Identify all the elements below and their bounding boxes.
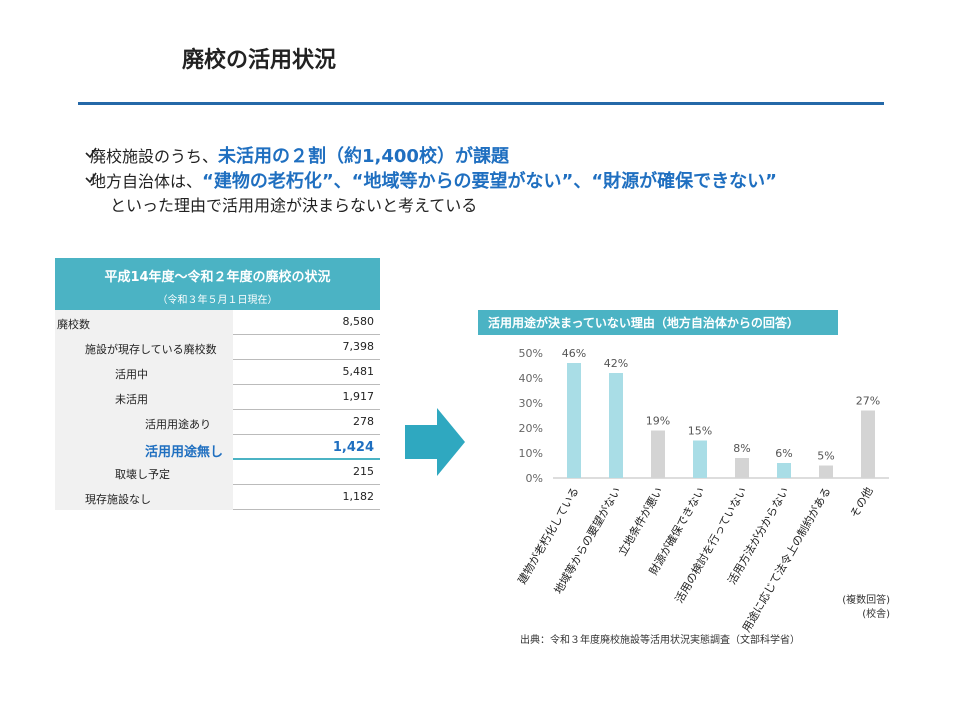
table-title: 平成14年度～令和２年度の廃校の状況 (104, 270, 331, 285)
row-label: 活用中 (115, 368, 148, 381)
chart-title: 活用用途が決まっていない理由（地方自治体からの回答） (488, 315, 799, 330)
bullet-continuation: といった理由で活用用途が決まらないと考えている (110, 196, 478, 215)
table-subtitle: （令和３年５月１日現在） (157, 295, 278, 306)
row-bg (55, 410, 233, 435)
bar (651, 430, 665, 478)
table-row: 活用用途あり 278 (55, 410, 380, 435)
row-value: 215 (353, 465, 374, 478)
x-tick-label: 用途に応じて法令上の制約がある (739, 485, 834, 635)
row-bg (55, 460, 233, 485)
row-value: 1,182 (342, 490, 375, 503)
check-icon (85, 147, 97, 159)
row-bg (55, 485, 233, 510)
table-row: 廃校数 8,580 (55, 310, 380, 335)
row-line (233, 484, 380, 485)
x-tick-label: 立地条件が悪い (615, 485, 666, 559)
y-tick-label: 10% (519, 447, 543, 460)
row-label: 活用用途無し (145, 445, 224, 460)
row-bg (55, 435, 233, 460)
value-label: 5% (817, 450, 834, 463)
table-row: 活用中 5,481 (55, 360, 380, 385)
check-icon (85, 172, 97, 184)
bar (777, 463, 791, 478)
arrow (405, 408, 465, 476)
row-label: 未活用 (115, 393, 148, 406)
row-value: 1,424 (332, 440, 374, 455)
title-rule (78, 102, 884, 105)
bar (819, 465, 833, 478)
row-line (233, 509, 380, 510)
value-label: 8% (733, 442, 750, 455)
row-bg (55, 360, 233, 385)
value-label: 27% (856, 395, 880, 408)
row-line (233, 359, 380, 360)
table-row: 取壊し予定 215 (55, 460, 380, 485)
value-label: 15% (688, 425, 712, 438)
row-bg (55, 335, 233, 360)
table-row: 現存施設なし 1,182 (55, 485, 380, 510)
slide-title: 廃校の活用状況 (182, 48, 337, 73)
row-label: 施設が現存している廃校数 (85, 343, 217, 356)
chart-note: (校舎) (862, 607, 890, 620)
row-line (233, 434, 380, 435)
row-line (233, 334, 380, 335)
row-value: 1,917 (342, 390, 375, 403)
row-line (233, 409, 380, 410)
y-tick-label: 0% (526, 472, 543, 485)
value-label: 19% (646, 415, 670, 428)
bar (609, 373, 623, 478)
bullet-highlight: “建物の老朽化”、“地域等からの要望がない”、“財源が確保できない” (202, 171, 777, 192)
table-header: 平成14年度～令和２年度の廃校の状況 （令和３年５月１日現在） (55, 258, 380, 310)
y-tick-label: 50% (519, 347, 543, 360)
value-label: 46% (562, 347, 586, 360)
row-value: 8,580 (342, 315, 375, 328)
row-bg (55, 385, 233, 410)
status-table: 平成14年度～令和２年度の廃校の状況 （令和３年５月１日現在） 廃校数 8,580 施… (55, 258, 380, 510)
chart-title-bg (478, 310, 838, 335)
x-tick-label: その他 (848, 485, 876, 520)
bullet-highlight: 未活用の２割（約1,400校）が課題 (218, 146, 509, 167)
row-label: 取壊し予定 (115, 468, 170, 481)
bullet: 廃校施設のうち、未活用の２割（約1,400校）が課題 (90, 142, 509, 168)
table-row: 施設が現存している廃校数 7,398 (55, 335, 380, 360)
row-line (233, 384, 380, 385)
row-bg (55, 310, 233, 335)
bullet: 地方自治体は、“建物の老朽化”、“地域等からの要望がない”、“財源が確保できない… (90, 167, 777, 193)
y-tick-label: 30% (519, 397, 543, 410)
row-label: 現存施設なし (85, 493, 151, 506)
bar (735, 458, 749, 478)
source: 出典：令和３年度廃校施設等活用状況実態調査（文部科学省） (520, 633, 800, 646)
bullet-text: 地方自治体は、 (90, 172, 203, 191)
chart-note: (複数回答) (842, 593, 890, 606)
bar (693, 440, 707, 478)
value-label: 6% (775, 447, 792, 460)
table-row: 未活用 1,917 (55, 385, 380, 410)
bar (567, 363, 581, 478)
x-tick-label: 活用の検討を行っていない (672, 485, 750, 606)
y-tick-label: 20% (519, 422, 543, 435)
row-label: 廃校数 (57, 318, 90, 331)
row-value: 7,398 (342, 340, 375, 353)
row-line (233, 458, 380, 460)
row-value: 5,481 (342, 365, 375, 378)
bar (861, 410, 875, 478)
value-label: 42% (604, 357, 628, 370)
table-row: 活用用途無し 1,424 (55, 435, 380, 460)
y-tick-label: 40% (519, 372, 543, 385)
row-value: 278 (353, 415, 374, 428)
bullet-text: 廃校施設のうち、 (90, 147, 219, 166)
row-label: 活用用途あり (145, 418, 211, 431)
